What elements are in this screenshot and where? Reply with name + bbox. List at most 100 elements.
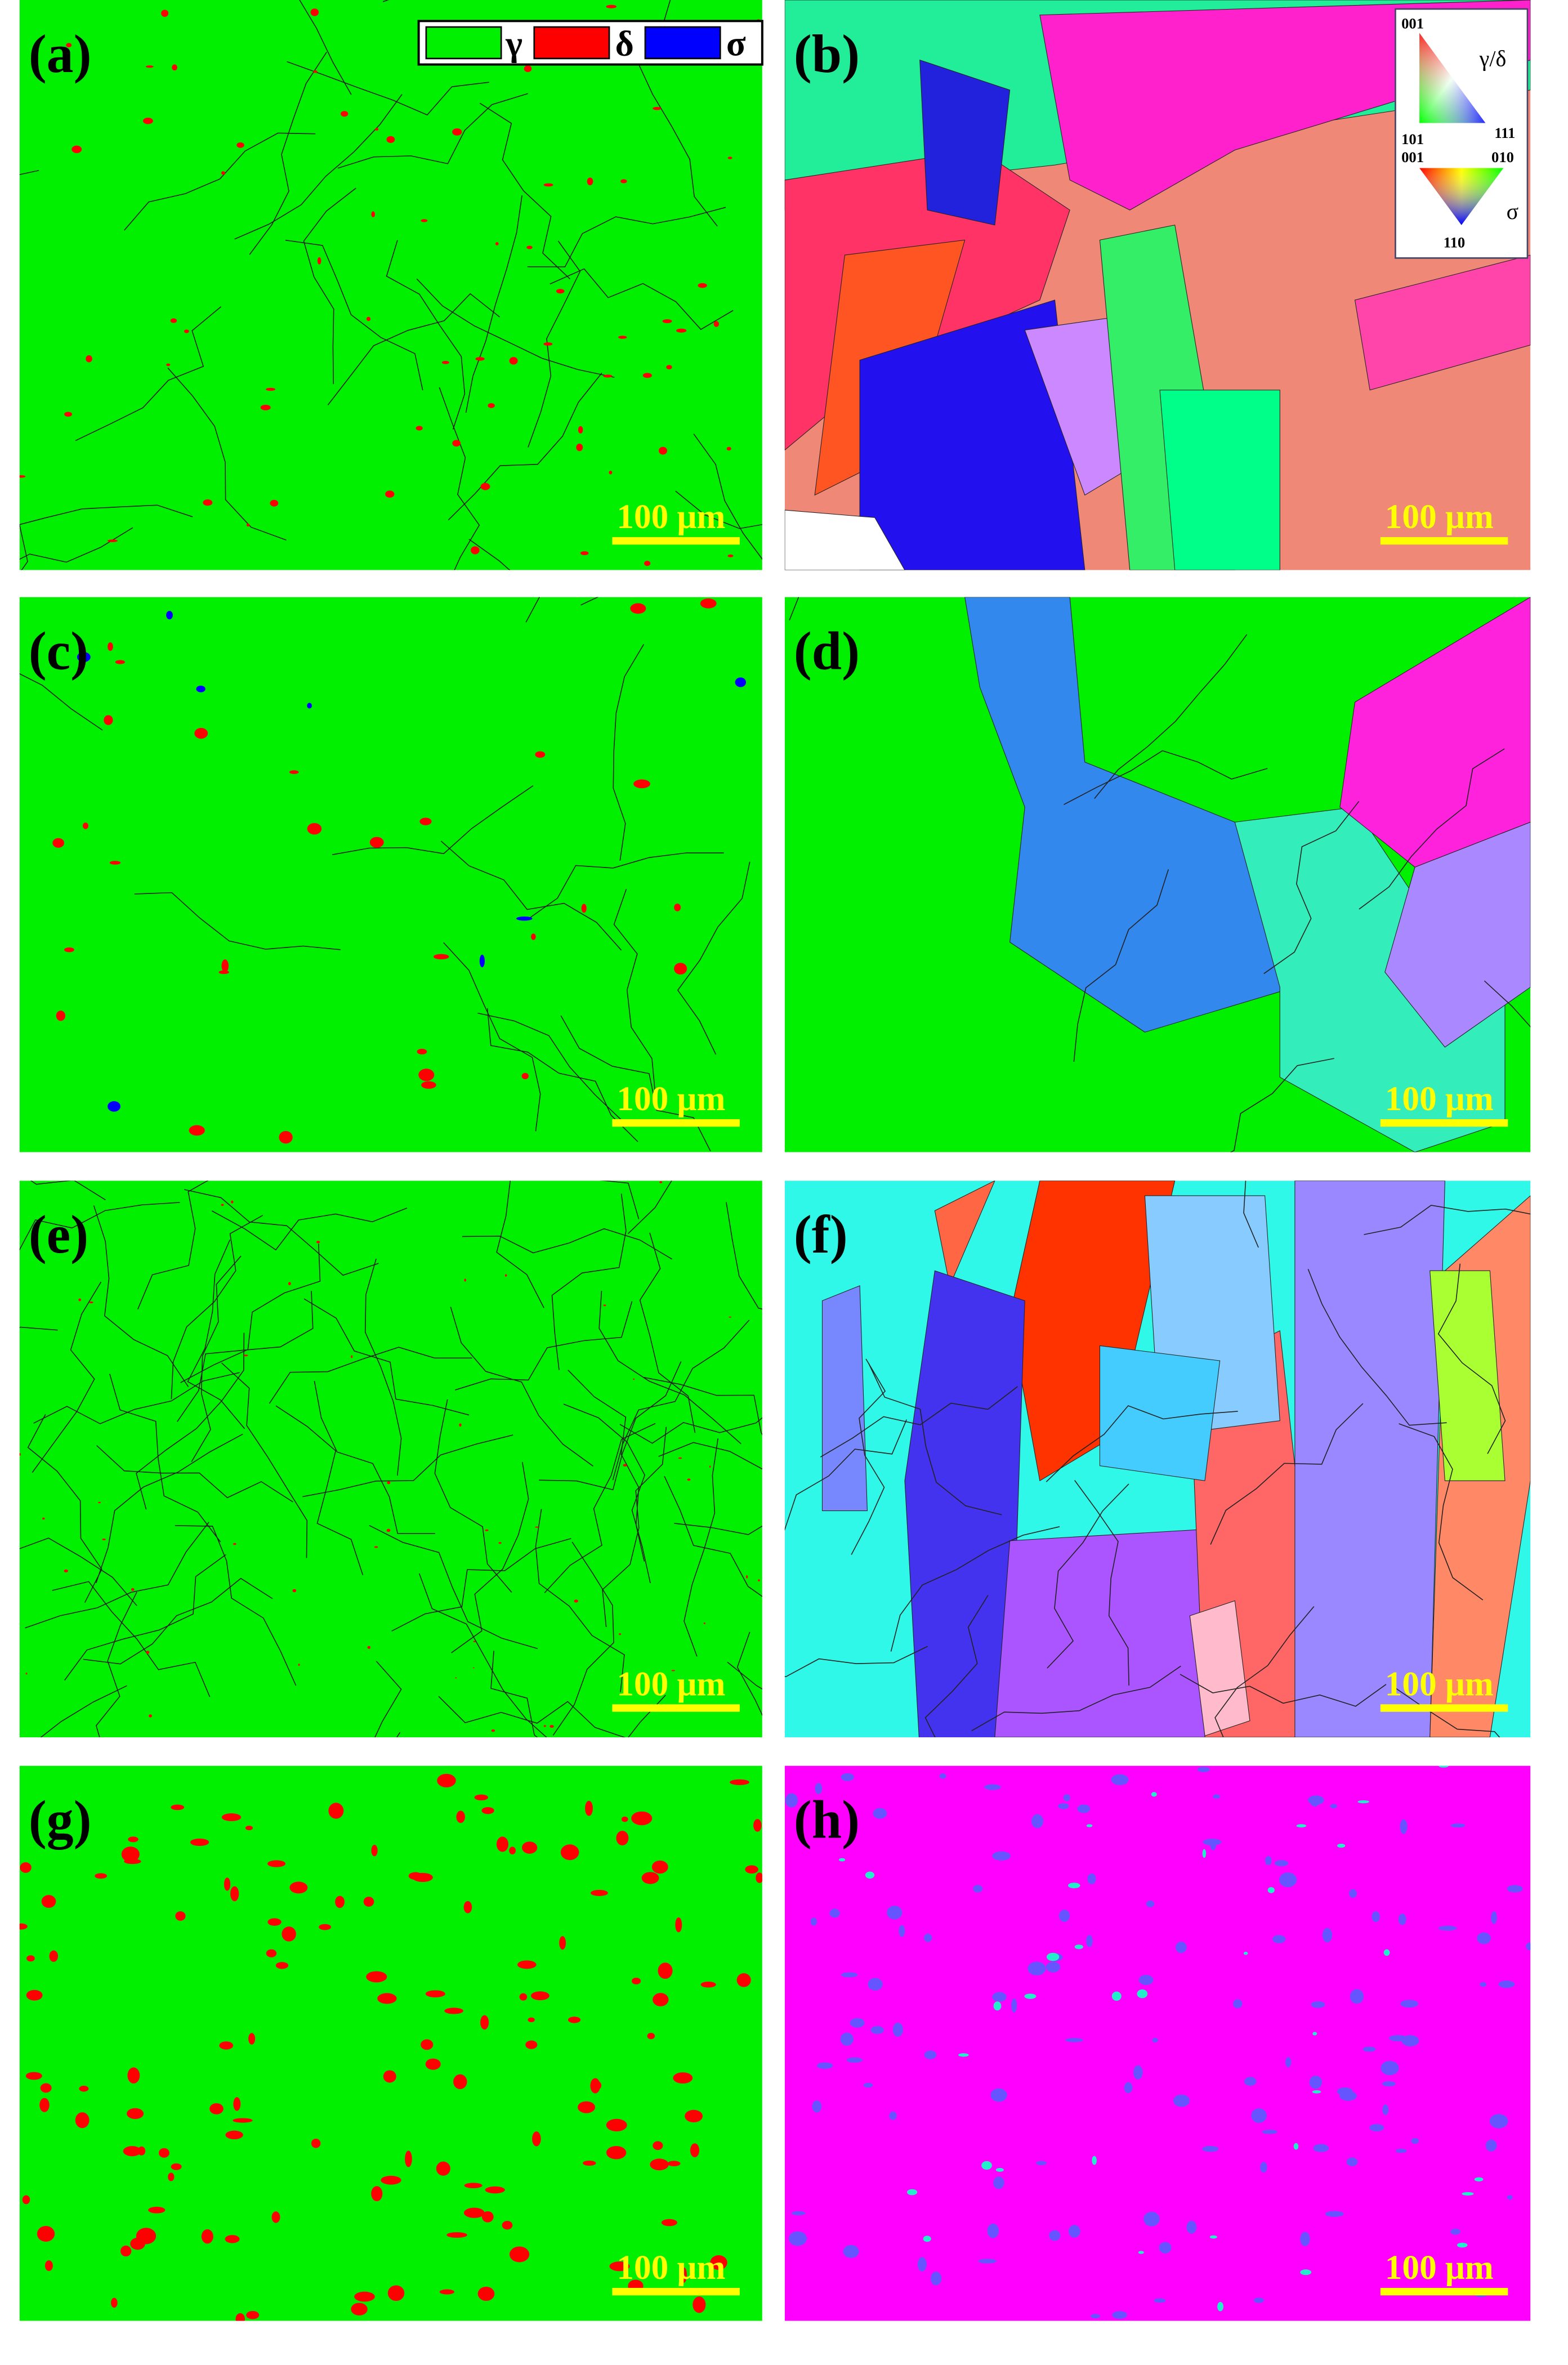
phase-particle [1474,2177,1484,2181]
grain [919,59,1011,226]
phase-particle [1111,1991,1122,2001]
grain-boundary [544,1423,656,1593]
phase-particle [1202,2145,1219,2152]
phase-particle [437,1773,456,1787]
phase-particle [236,142,244,148]
phase-particle [1267,1887,1275,1893]
grain-boundary [552,1541,614,1736]
phase-particle [868,1978,883,1991]
phase-particle [992,1992,1007,2002]
phase-particle [1077,1804,1091,1813]
phase-particle [995,2168,1004,2172]
phase-particle [1439,1765,1449,1768]
grain-boundary [496,1181,544,1308]
phase-particle [224,1877,231,1891]
phase-particle [788,2231,807,2246]
legend-label: γ [505,24,522,64]
phase-particle [504,1274,507,1277]
grain-boundary [613,888,656,1096]
phase-particle [245,1826,253,1831]
phase-particle [502,2220,513,2230]
phase-particle [417,1048,427,1054]
phase-particle [386,1528,391,1532]
phase-particle [543,1725,546,1727]
phase-particle [1260,2162,1267,2173]
phase-particle [559,1936,566,1950]
phase-particle [1011,1998,1017,2013]
phase-particle [441,361,449,364]
phase-particle [1462,2192,1474,2196]
grain-boundary [314,1380,435,1534]
phase-particle [517,1960,537,1969]
phase-particle [630,603,646,614]
phase-particle [1411,2138,1419,2144]
phase-particle [676,328,687,333]
phase-particle [89,1301,93,1304]
phase-particle [196,685,206,692]
phase-particle [1382,2081,1396,2087]
grain-boundary [675,490,762,529]
phase-particle [865,1871,875,1879]
phase-particle [817,2062,833,2069]
grain-boundary [644,1376,762,1436]
phase-particle [1092,2156,1097,2165]
phase-particle [419,817,432,825]
phase-particle [109,861,121,865]
grain-boundary [19,1537,137,1606]
phase-particle [1253,2297,1265,2303]
grain-boundary [551,1193,627,1370]
phase-particle [973,1885,983,1893]
phase-particle [653,1993,669,2006]
grain-boundary [639,1232,696,1433]
phase-particle [1312,2090,1321,2094]
grain-boundary [528,240,581,448]
grain [859,299,1085,570]
grain-boundary [868,1363,1002,1515]
phase-particle [381,2175,401,2185]
phase-particle [288,1282,291,1286]
phase-particle [1111,1774,1129,1786]
phase-particle [123,2146,141,2157]
phase-particle [729,1316,731,1318]
phase-particle [647,2032,655,2040]
phase-particle [535,1526,539,1528]
phase-particle [1274,1860,1289,1867]
grain-boundary [568,1370,645,1562]
phase-particle [1362,2046,1376,2052]
phase-particle [1381,2060,1399,2076]
phase-particle [590,1890,608,1896]
phase-particle [453,2074,467,2090]
phase-particle [981,2161,992,2170]
phase-particle [1383,1949,1390,1956]
phase-particle [328,1803,344,1819]
phase-particle [658,446,667,455]
phase-particle [248,2033,256,2045]
grain-boundary [563,1403,651,1584]
panel: (f) 100 μm [784,1181,1531,1737]
phase-particle [64,412,73,417]
phase-particle [127,2108,144,2120]
phase-particle [1477,1932,1491,1944]
phase-particle [374,1546,378,1548]
phase-particle [650,2158,669,2171]
phase-particle [371,1844,378,1857]
phase-particle [1197,1767,1210,1773]
phase-particle [481,1807,494,1814]
grain-boundary [450,1307,593,1467]
phase-particle [221,1204,224,1206]
grain-boundary [677,861,751,1055]
phase-particle [231,1200,234,1204]
phase-particle [282,1926,296,1942]
phase-particle [425,2058,441,2070]
panel: (d) 100 μm [784,597,1531,1152]
phase-particle [266,387,276,391]
grain-boundary [211,1208,408,1251]
phase-particle [366,316,371,321]
phase-particle [25,2072,42,2080]
phase-particle [354,2291,375,2302]
phase-particle [1251,2108,1267,2123]
phase-particle [479,954,485,968]
phase-particle [1031,1814,1044,1828]
ipf-corner: 001 [1401,149,1424,166]
